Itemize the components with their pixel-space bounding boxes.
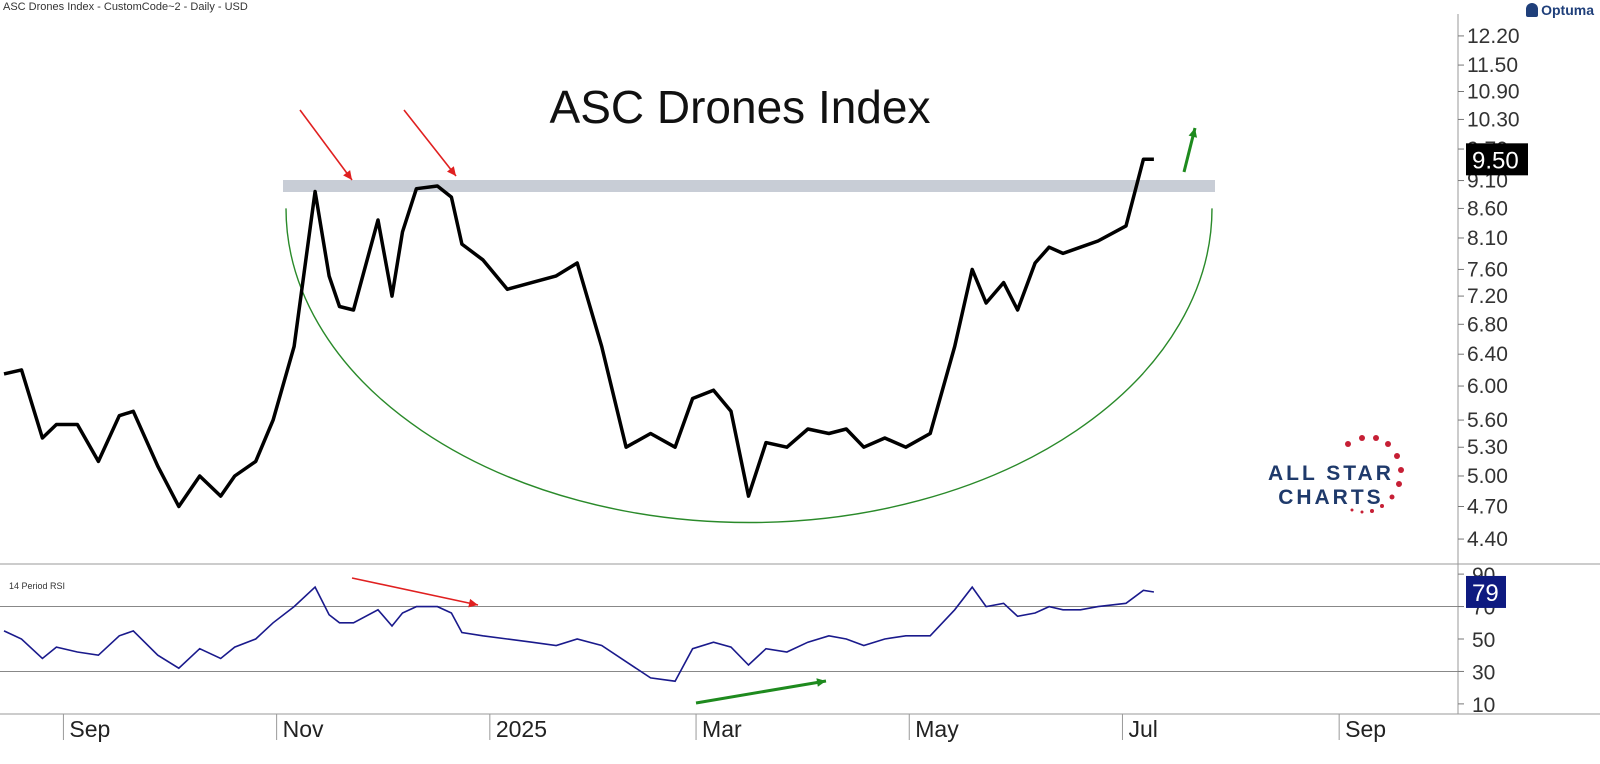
last-price-badge [1466, 143, 1528, 176]
price-y-tick-label: 7.20 [1467, 285, 1508, 308]
price-y-tick-label: 6.00 [1467, 375, 1508, 398]
resistance-band [283, 179, 1215, 192]
x-tick-label: Sep [69, 716, 110, 742]
red-arrow-peak-2 [403, 109, 457, 177]
price-y-tick-label: 7.60 [1467, 258, 1508, 281]
all-star-charts-text: ALL STAR CHARTS [1268, 462, 1394, 510]
price-y-tick-label: 10.30 [1467, 108, 1520, 131]
logo-line-2: CHARTS [1278, 486, 1384, 509]
rsi-red-divergence-arrow [351, 577, 479, 606]
last-rsi-label: 79 [1472, 580, 1499, 607]
price-y-tick-label: 10.90 [1467, 81, 1520, 104]
optuma-brand: Optuma [1526, 2, 1594, 18]
chart-info-header: ASC Drones Index - CustomCode~2 - Daily … [3, 1, 248, 13]
x-tick-label: Sep [1345, 716, 1386, 742]
price-y-tick-label: 5.60 [1467, 409, 1508, 432]
last-price-label: 9.50 [1472, 147, 1519, 174]
x-tick-label: Jul [1128, 716, 1157, 742]
rsi-panel-label: 14 Period RSI [9, 581, 66, 591]
price-y-tick-label: 5.00 [1467, 465, 1508, 488]
price-y-tick-label: 8.60 [1467, 197, 1508, 220]
price-y-tick-label: 11.50 [1467, 54, 1518, 77]
rsi-red-divergence-arrow-head [468, 598, 478, 608]
logo-line-1: ALL STAR [1268, 462, 1394, 485]
all-star-charts-logo [1264, 434, 1444, 534]
price-y-tick-label: 6.40 [1467, 343, 1508, 366]
star-ring-icon [1345, 435, 1404, 514]
rsi-y-tick-label: 10 [1472, 694, 1495, 717]
price-y-tick-label: 4.70 [1467, 496, 1508, 519]
red-arrow-peak-1-head [343, 170, 352, 180]
rsi-y-tick-label: 30 [1472, 661, 1495, 684]
rsi-line [3, 585, 1155, 683]
x-tick-label: May [915, 716, 959, 742]
x-tick-label: Nov [283, 716, 324, 742]
rsi-y-tick-label: 50 [1472, 629, 1495, 652]
price-y-tick-label: 6.80 [1467, 313, 1508, 336]
x-tick-label: Mar [702, 716, 742, 742]
red-arrow-peak-2-head [447, 166, 456, 176]
price-y-tick-label: 12.20 [1467, 25, 1520, 48]
chart-title: ASC Drones Index [549, 81, 931, 133]
rsi-green-divergence-arrow-head [816, 678, 826, 687]
cup-arc [285, 208, 1213, 524]
brand-label: Optuma [1541, 2, 1594, 18]
last-rsi-badge [1466, 575, 1506, 608]
price-line [3, 157, 1154, 509]
price-y-tick-label: 8.10 [1467, 227, 1508, 250]
price-y-tick-label: 5.30 [1467, 436, 1508, 459]
x-tick-label: 2025 [496, 716, 547, 742]
red-arrow-peak-1 [299, 109, 353, 181]
price-y-tick-label: 4.40 [1467, 528, 1508, 551]
optuma-logo-icon [1526, 3, 1539, 17]
green-breakout-arrow-head [1188, 128, 1198, 138]
rsi-green-divergence-arrow [695, 679, 827, 705]
